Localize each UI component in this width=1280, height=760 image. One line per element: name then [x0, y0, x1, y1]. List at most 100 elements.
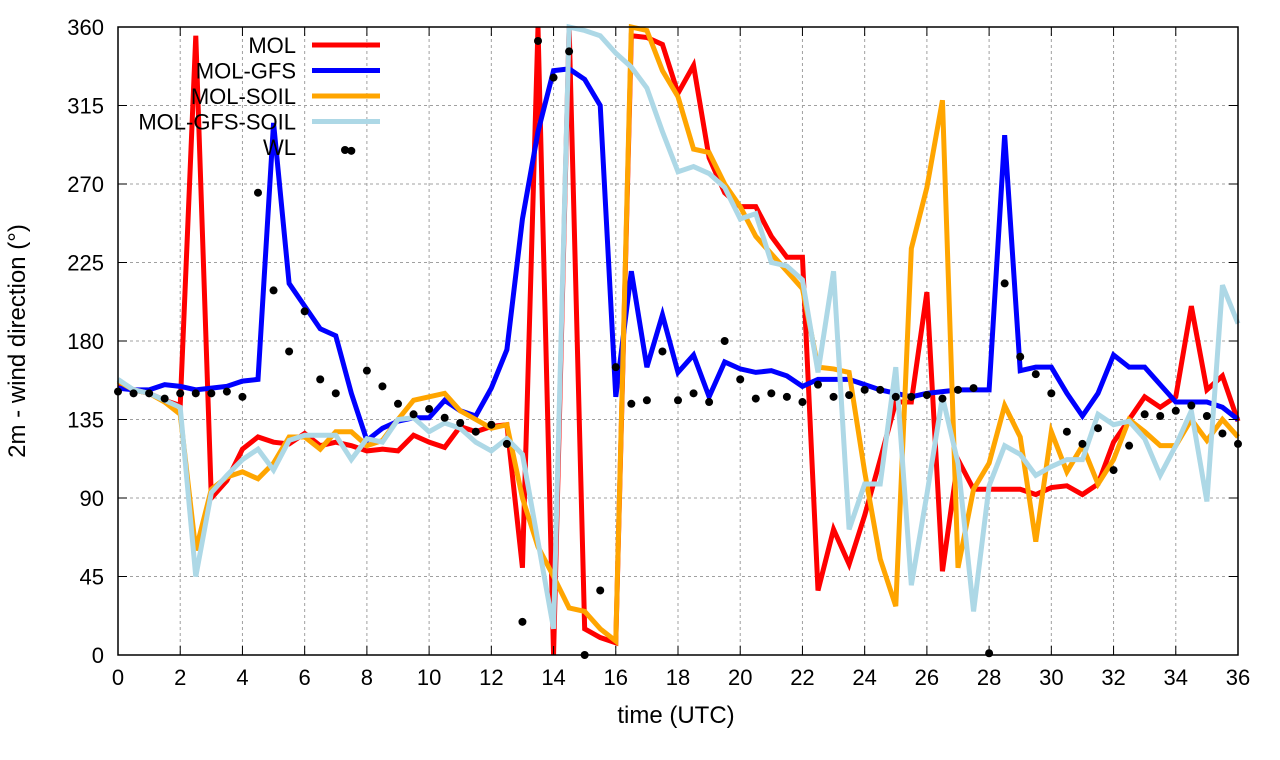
- data-point-wl: [1140, 410, 1149, 419]
- data-point-wl: [222, 387, 231, 396]
- data-point-wl: [596, 586, 605, 595]
- x-tick-label: 6: [299, 665, 311, 690]
- series-layer: [114, 23, 1242, 659]
- data-point-wl: [1078, 439, 1087, 448]
- data-point-wl: [300, 307, 309, 316]
- legend-label-wl: WL: [263, 135, 296, 160]
- x-tick-label: 18: [666, 665, 690, 690]
- data-point-wl: [285, 347, 294, 356]
- y-tick-label: 315: [67, 94, 104, 119]
- data-point-wl: [658, 347, 667, 356]
- data-point-wl: [1171, 406, 1180, 415]
- data-point-wl: [129, 389, 138, 398]
- x-tick-label: 12: [479, 665, 503, 690]
- y-tick-label: 360: [67, 15, 104, 40]
- data-point-wl: [642, 396, 651, 405]
- data-point-wl: [394, 399, 402, 408]
- data-point-wl: [362, 366, 371, 375]
- x-tick-label: 16: [604, 665, 628, 690]
- legend-swatch-wl: [341, 146, 349, 154]
- data-point-wl: [145, 389, 154, 398]
- data-point-wl: [254, 188, 262, 197]
- x-tick-label: 0: [112, 665, 124, 690]
- data-point-wl: [876, 385, 885, 394]
- series-line-mol-gfs-soil: [116, 23, 1241, 630]
- data-point-wl: [1156, 412, 1165, 421]
- axis-ticks: 0 2 4 6 8 10 12 14 16 18 20 22 24 26 28 30 32 34 360459013…: [67, 15, 1250, 690]
- legend-label-mol-gfs: MOL-GFS: [196, 59, 296, 84]
- data-point-wl: [378, 382, 387, 391]
- data-point-wl: [860, 385, 869, 394]
- data-point-wl: [954, 385, 962, 394]
- x-tick-label: 20: [728, 665, 752, 690]
- data-point-wl: [502, 439, 511, 448]
- data-point-wl: [829, 392, 838, 401]
- x-tick-label: 36: [1226, 665, 1250, 690]
- data-point-wl: [440, 413, 449, 422]
- data-point-wl: [456, 418, 465, 427]
- data-point-wl: [207, 389, 216, 398]
- data-point-wl: [1109, 466, 1118, 475]
- data-point-wl: [331, 389, 340, 398]
- data-point-wl: [798, 398, 807, 407]
- data-point-wl: [674, 396, 682, 405]
- x-tick-label: 4: [236, 665, 248, 690]
- x-tick-label: 14: [541, 665, 565, 690]
- y-tick-label: 0: [92, 643, 104, 668]
- data-point-wl: [814, 380, 822, 389]
- data-point-wl: [425, 405, 434, 414]
- data-point-wl: [782, 392, 791, 401]
- y-tick-label: 90: [80, 486, 104, 511]
- data-point-wl: [269, 286, 278, 295]
- x-tick-label: 30: [1039, 665, 1063, 690]
- data-point-wl: [627, 399, 636, 408]
- x-tick-label: 8: [361, 665, 373, 690]
- x-tick-label: 24: [852, 665, 876, 690]
- y-tick-label: 225: [67, 251, 104, 276]
- x-tick-label: 28: [977, 665, 1001, 690]
- y-tick-label: 135: [67, 408, 104, 433]
- data-point-wl: [1000, 279, 1009, 288]
- x-tick-label: 26: [915, 665, 939, 690]
- data-point-wl: [518, 617, 527, 626]
- data-point-wl: [751, 394, 760, 403]
- data-point-wl: [1047, 389, 1056, 398]
- data-point-wl: [534, 36, 542, 45]
- data-point-wl: [1202, 412, 1211, 421]
- data-point-wl: [611, 363, 620, 372]
- y-tick-label: 45: [80, 565, 104, 590]
- data-point-wl: [238, 392, 247, 401]
- y-axis-label: 2m - wind direction (°): [4, 224, 31, 458]
- legend-label-mol-soil: MOL-SOIL: [191, 84, 296, 109]
- data-point-wl: [938, 394, 947, 403]
- grid: [118, 27, 1238, 655]
- data-point-wl: [736, 375, 745, 384]
- x-tick-label: 2: [174, 665, 186, 690]
- data-point-wl: [347, 146, 356, 155]
- data-point-wl: [471, 427, 480, 436]
- data-point-wl: [565, 47, 574, 56]
- data-point-wl: [1016, 352, 1025, 361]
- data-point-wl: [969, 384, 978, 393]
- x-tick-label: 10: [417, 665, 441, 690]
- data-point-wl: [316, 375, 325, 384]
- data-point-wl: [845, 391, 854, 400]
- x-tick-label: 34: [1164, 665, 1188, 690]
- x-tick-label: 32: [1101, 665, 1125, 690]
- data-point-wl: [767, 389, 776, 398]
- data-point-wl: [549, 73, 558, 82]
- y-tick-label: 270: [67, 172, 104, 197]
- data-point-wl: [705, 398, 714, 407]
- data-point-wl: [689, 389, 698, 398]
- series-line-mol-gfs: [117, 66, 1240, 445]
- data-point-wl: [1031, 370, 1040, 379]
- data-point-wl: [922, 391, 931, 400]
- data-point-wl: [907, 392, 916, 401]
- data-point-wl: [720, 337, 729, 345]
- data-point-wl: [176, 389, 185, 398]
- data-point-wl: [409, 410, 418, 419]
- data-point-wl: [891, 392, 900, 401]
- legend-label-mol: MOL: [248, 33, 296, 58]
